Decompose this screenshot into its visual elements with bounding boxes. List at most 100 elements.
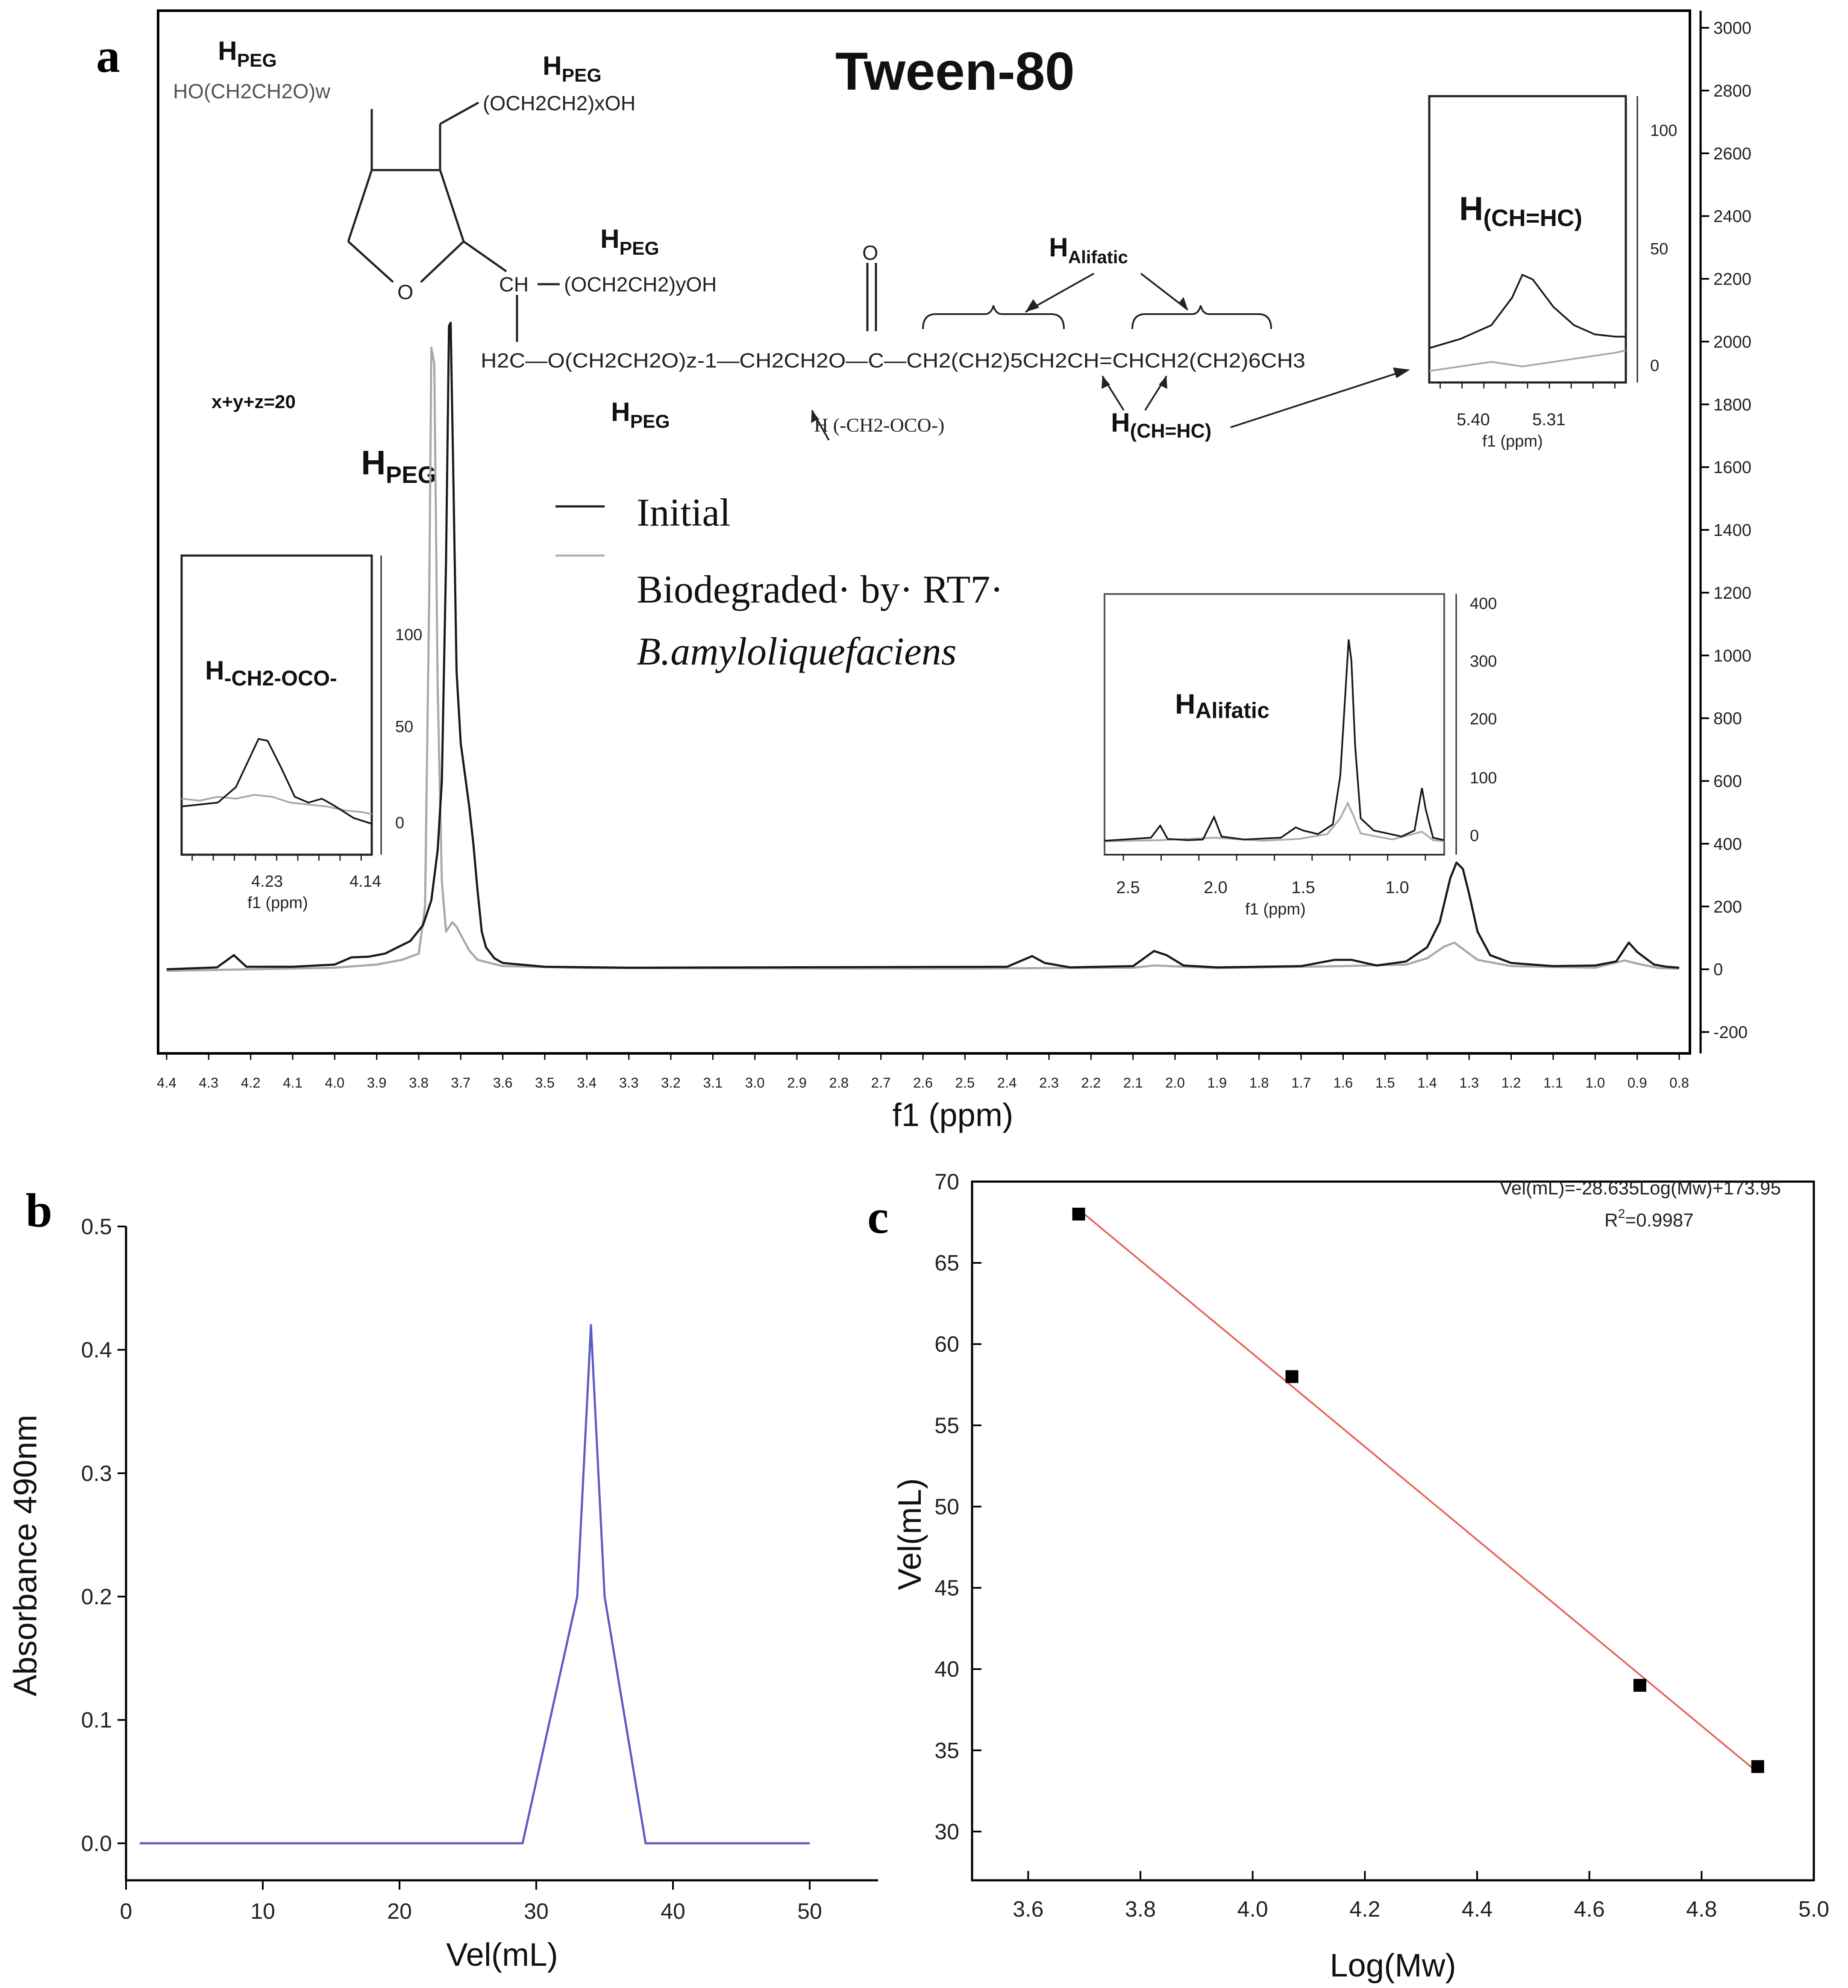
panel-c-r2-base: R <box>1604 1210 1618 1231</box>
panel-c-r2: R2=0.9987 <box>1604 1207 1694 1231</box>
y-tick-label: 35 <box>934 1738 959 1763</box>
y-tick-label: 1400 <box>1713 521 1751 540</box>
x-tick-label: 3.9 <box>367 1075 387 1091</box>
x-tick-label: 1.1 <box>1543 1075 1563 1091</box>
panel-a-title: Tween-80 <box>835 42 1075 101</box>
data-point <box>1751 1760 1764 1773</box>
x-tick-label: 2.4 <box>997 1075 1017 1091</box>
data-point <box>1633 1679 1646 1692</box>
inset-alifatic-ticks <box>1122 855 1426 861</box>
panel-c-y-label: Vel(mL) <box>892 1478 928 1590</box>
h-chhc-sub: (CH=HC) <box>1130 420 1211 442</box>
inset-ch2oco-frame <box>180 554 373 856</box>
hpeg-low-h: H <box>611 397 630 427</box>
x-tick-label: 1.2 <box>1501 1075 1521 1091</box>
panel-b-axes <box>125 1226 878 1882</box>
x-tick-label: 2.2 <box>1081 1075 1101 1091</box>
inset-ch2oco-title-h: H <box>205 656 224 685</box>
inset-alifatic-xtick-1: 2.5 <box>1116 878 1140 897</box>
x-tick-label: 4.0 <box>1237 1897 1268 1922</box>
panel-c-equation: Vel(mL)=-28.635Log(Mw)+173.95 <box>1500 1178 1781 1199</box>
x-tick-label: 3.5 <box>535 1075 555 1091</box>
y-tick-label: 200 <box>1713 897 1742 916</box>
inset-ch2oco-xtick-1: 4.23 <box>251 873 283 891</box>
h-alifatic-main-sub: Alifatic <box>1068 247 1128 267</box>
inset-chhc-xlabel: f1 (ppm) <box>1482 432 1542 450</box>
inset-ch2oco-ticks <box>191 855 362 861</box>
data-point <box>1072 1208 1085 1221</box>
inset-alifatic-ytick-200: 200 <box>1470 710 1497 728</box>
x-tick-label: 1.3 <box>1459 1075 1479 1091</box>
inset-chhc-title: H(CH=HC) <box>1459 190 1582 231</box>
inset-alifatic-initial-line <box>1104 639 1445 842</box>
x-tick-label: 3.6 <box>493 1075 513 1091</box>
hpeg-top2-label: HPEG <box>543 51 602 86</box>
x-tick-label: 30 <box>524 1899 549 1924</box>
inset-ch2oco-initial-line <box>181 738 372 825</box>
hpeg-top1-sub: PEG <box>237 50 277 71</box>
x-tick-label: 2.3 <box>1039 1075 1059 1091</box>
panel-a-label: a <box>96 29 120 82</box>
inset-alifatic-title-h: H <box>1175 688 1196 720</box>
y-tick-label: 0.3 <box>81 1461 112 1486</box>
chain-ochx-label: (OCH2CH2)xOH <box>483 92 635 115</box>
inset-alifatic-xtick-4: 1.0 <box>1385 878 1409 897</box>
panel-b-x-ticks: 0 10 20 30 40 50 <box>120 1880 822 1924</box>
panel-c-fit-line <box>1078 1209 1758 1773</box>
y-tick-label: 0.5 <box>81 1215 112 1239</box>
panel-b-absorbance-chart: b 0.0 0.1 0.2 0.3 0.4 0.5 0 10 20 30 40 50 Vel(mL)… <box>7 1184 878 1973</box>
hpeg-low-sub: PEG <box>630 411 670 432</box>
inset-chhc-title-sub: (CH=HC) <box>1483 204 1582 231</box>
panel-c-x-ticks: 3.6 3.8 4.0 4.2 4.4 4.6 4.8 5.0 <box>1013 1871 1829 1922</box>
inset-ch2oco-biodegraded-line <box>181 794 372 815</box>
h-alifatic-main-h: H <box>1049 233 1068 262</box>
carbonyl-oxygen-label: O <box>862 242 878 265</box>
inset-alifatic-ytick-100: 100 <box>1470 769 1497 787</box>
panel-a-nmr-spectrum: a Tween-80 <box>96 9 1751 1133</box>
x-tick-label: 2.7 <box>871 1075 891 1091</box>
x-tick-label: 1.6 <box>1333 1075 1353 1091</box>
inset-chhc-xtick-2: 5.31 <box>1532 410 1566 429</box>
inset-ch2oco-ytick-100: 100 <box>395 626 422 644</box>
y-tick-label: 0.4 <box>81 1338 112 1363</box>
x-tick-label: 3.1 <box>703 1075 723 1091</box>
y-tick-label: -200 <box>1713 1023 1748 1042</box>
y-tick-label: 1800 <box>1713 395 1751 414</box>
h-ch2oco-label: H (-CH2-OCO-) <box>814 414 944 436</box>
hpeg-peak-sub: PEG <box>386 461 436 488</box>
y-tick-label: 800 <box>1713 709 1742 728</box>
x-tick-label: 3.0 <box>745 1075 765 1091</box>
x-tick-label: 3.4 <box>577 1075 596 1091</box>
x-tick-label: 1.9 <box>1207 1075 1227 1091</box>
y-tick-label: 0.1 <box>81 1708 112 1733</box>
x-tick-label: 2.8 <box>829 1075 849 1091</box>
panel-a-y-axis: -200 0 200 400 600 800 1000 1200 1400 1600 1800 200… <box>1699 11 1751 1053</box>
x-tick-label: 1.0 <box>1585 1075 1605 1091</box>
x-tick-label: 2.5 <box>955 1075 975 1091</box>
x-tick-label: 3.8 <box>409 1075 429 1091</box>
panel-b-label: b <box>26 1184 52 1237</box>
x-axis-label: f1 (ppm) <box>893 1097 1014 1133</box>
hpeg-peak-label: HPEG <box>361 444 436 488</box>
x-tick-label: 4.3 <box>199 1075 218 1091</box>
x-tick-label: 40 <box>661 1899 685 1924</box>
inset-alifatic: HAlifatic 2.5 2.0 1.5 1.0 f1 (ppm) 400 3… <box>1104 593 1497 918</box>
panel-c-frame <box>971 1180 1815 1882</box>
inset-chhc: H(CH=HC) 5.40 5.31 f1 (ppm) 100 50 0 <box>1428 95 1677 450</box>
panel-a-legend: Initial Biodegraded· by· RT7· B.amyloliq… <box>555 491 1003 673</box>
arrowheads <box>811 297 1410 423</box>
hpeg-top1-h: H <box>218 36 237 66</box>
legend-species-label: B.amyloliquefaciens <box>637 629 957 673</box>
inset-ch2oco-xtick-2: 4.14 <box>350 873 381 891</box>
x-tick-label: 10 <box>250 1899 275 1924</box>
panel-a-frame <box>157 9 1691 1055</box>
y-tick-label: 0 <box>1713 960 1723 979</box>
y-tick-label: 2200 <box>1713 270 1751 289</box>
y-tick-label: 0.0 <box>81 1831 112 1856</box>
hpeg-top2-h: H <box>543 51 562 81</box>
y-tick-label: 50 <box>934 1494 959 1519</box>
y-tick-label: 2800 <box>1713 82 1751 100</box>
y-tick-label: 30 <box>934 1820 959 1844</box>
x-ticks: 4.4 4.3 4.2 4.1 4.0 3.9 3.8 3.7 3.6 3.5 3.4 3.3 3.2 3… <box>157 1053 1689 1091</box>
